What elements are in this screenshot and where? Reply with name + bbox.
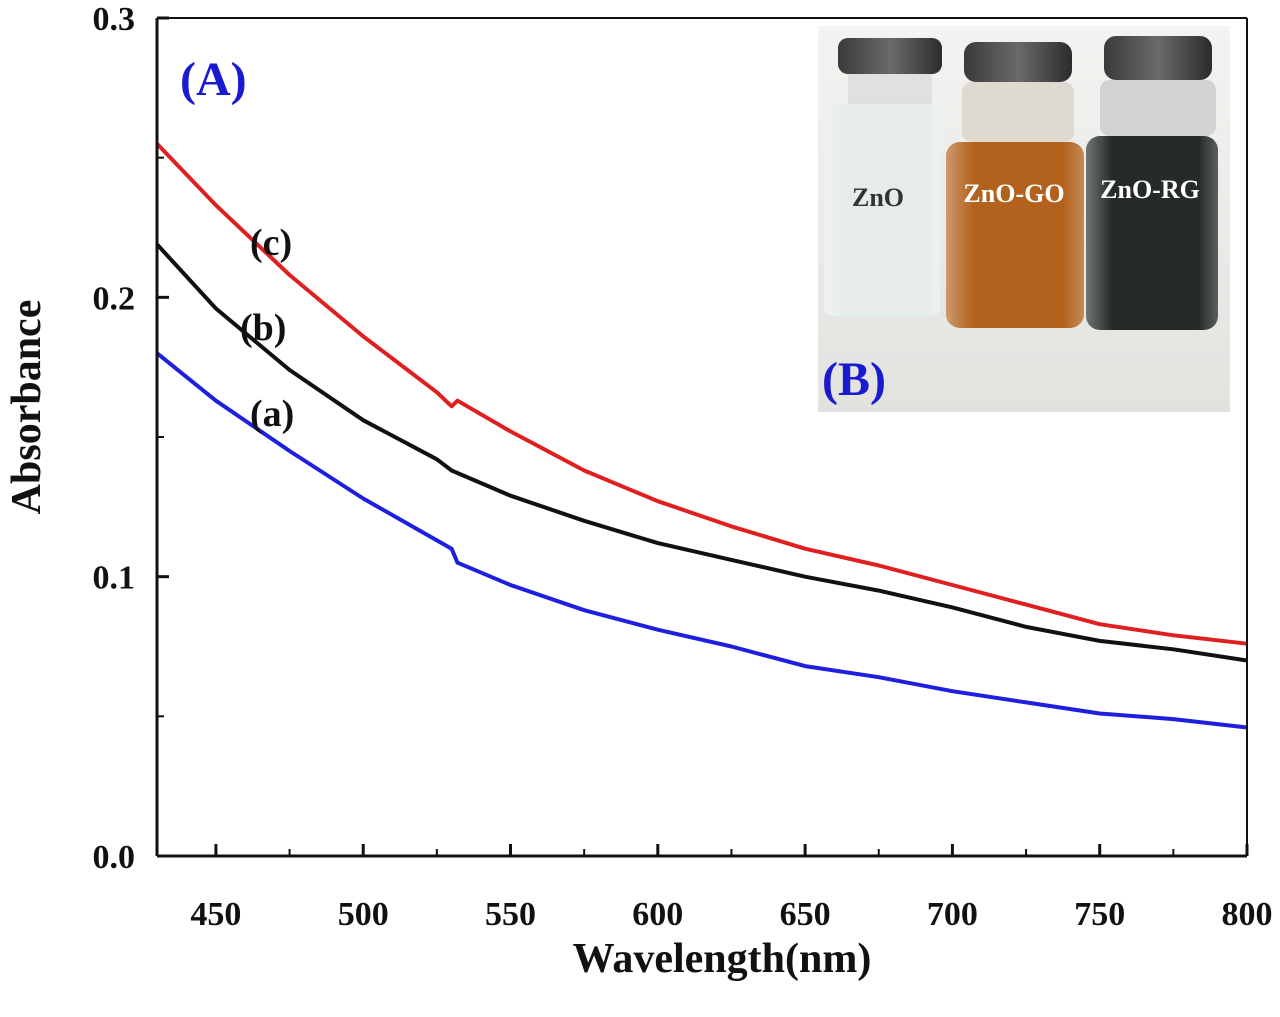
y-axis-title: Absorbance xyxy=(4,300,50,515)
series-line-b xyxy=(155,242,1248,663)
vial-zno-rg-cap xyxy=(1104,36,1212,80)
x-tick-label: 550 xyxy=(485,896,536,933)
vial-zno-go-cap xyxy=(964,42,1072,82)
curve-label-c: (c) xyxy=(250,222,292,264)
curve-label-a: (a) xyxy=(250,393,294,435)
x-tick-label: 450 xyxy=(190,896,241,933)
panel-label-a: (A) xyxy=(180,53,247,106)
y-tick-label: 0.1 xyxy=(93,560,136,597)
y-tick-label: 0.0 xyxy=(93,839,136,876)
x-tick-label: 650 xyxy=(780,896,831,933)
x-tick-label: 750 xyxy=(1074,896,1125,933)
x-tick-label: 500 xyxy=(338,896,389,933)
x-tick-label: 800 xyxy=(1222,896,1273,933)
inset-photo: ZnO ZnO-GO ZnO-RG (B) xyxy=(818,26,1230,412)
x-tick-label: 700 xyxy=(927,896,978,933)
y-tick-label: 0.2 xyxy=(93,280,136,317)
vial-zno-go: ZnO-GO xyxy=(946,42,1084,328)
vial-zno-cap xyxy=(838,38,942,74)
vial-zno-rg-label: ZnO-RG xyxy=(1100,175,1200,204)
vial-zno-rg: ZnO-RG xyxy=(1086,36,1218,330)
x-axis-title: Wavelength(nm) xyxy=(573,936,872,982)
series-group xyxy=(155,142,1248,730)
series-line-a xyxy=(155,351,1248,730)
y-tick-label: 0.3 xyxy=(93,1,136,38)
curve-label-b: (b) xyxy=(240,307,286,349)
vial-zno-label: ZnO xyxy=(852,183,904,212)
vial-zno-go-label: ZnO-GO xyxy=(963,179,1064,208)
ticks-group: 450 500 550 600 650 700 750 800 0.0 0.1 0.2 0.3 xyxy=(93,1,1273,933)
series-line-c xyxy=(155,142,1248,646)
panel-label-b: (B) xyxy=(822,353,886,406)
x-tick-label: 600 xyxy=(632,896,683,933)
vial-zno: ZnO xyxy=(824,38,942,316)
